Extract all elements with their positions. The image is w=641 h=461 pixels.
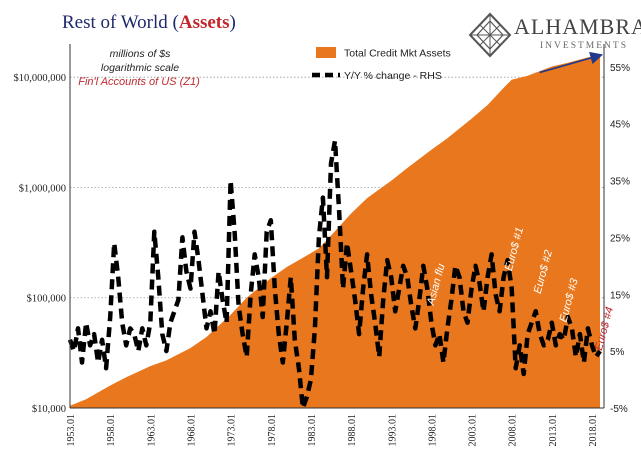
logo-subtitle: INVESTMENTS — [540, 41, 628, 51]
source-note: Fin'l Accounts of US (Z1) — [78, 76, 200, 88]
trend-arrow — [539, 51, 604, 74]
diamond-lattice-icon — [468, 12, 512, 58]
y-right-tick-label: 5% — [610, 347, 625, 358]
legend-label-area: Total Credit Mkt Assets — [344, 48, 451, 60]
x-tick-label: 1958.01 — [106, 414, 117, 447]
x-tick-label: 2018.01 — [588, 414, 599, 447]
units-note: millions of $s logarithmic scale — [86, 47, 194, 75]
y-right-tick-label: 25% — [610, 233, 630, 244]
chart-title-accent: Assets — [178, 12, 230, 33]
chart-title-suffix: ) — [229, 12, 236, 33]
legend-swatch-area — [316, 47, 336, 58]
x-tick-label: 1978.01 — [267, 414, 278, 447]
y-right-tick-label: -5% — [610, 404, 628, 415]
units-line-2: logarithmic scale — [100, 62, 180, 74]
x-tick-label: 1993.01 — [387, 414, 398, 447]
y-right-tick-label: 35% — [610, 177, 630, 188]
y-left-tick-label: $100,000 — [27, 294, 66, 305]
x-tick-label: 2003.01 — [468, 414, 479, 447]
x-tick-label: 1963.01 — [146, 414, 157, 447]
x-tick-label: 2013.01 — [548, 414, 559, 447]
x-tick-label: 1953.01 — [66, 414, 77, 447]
chart-title: Rest of World (Assets) — [62, 12, 236, 34]
chart-title-prefix: Rest of World ( — [62, 12, 179, 33]
logo-name: ALHAMBRA — [514, 14, 641, 39]
y-left-tick-label: $10,000,000 — [14, 73, 67, 84]
y-left-tick-label: $1,000,000 — [19, 183, 66, 194]
y-right-tick-label: 15% — [610, 290, 630, 301]
x-tick-label: 1998.01 — [427, 414, 438, 447]
x-tick-label: 2008.01 — [508, 414, 519, 447]
x-tick-label: 1968.01 — [187, 414, 198, 447]
y-right-tick-label: 45% — [610, 120, 630, 131]
x-tick-label: 1983.01 — [307, 414, 318, 447]
legend-label-line: Y/Y % change - RHS — [344, 70, 442, 82]
x-tick-label: 1988.01 — [347, 414, 358, 447]
alhambra-logo: ALHAMBRA INVESTMENTS — [468, 12, 641, 58]
line-yy-change — [67, 138, 602, 411]
x-tick-label: 1973.01 — [227, 414, 238, 447]
y-right-tick-label: 55% — [610, 63, 630, 74]
units-line-1: millions of $s — [109, 48, 171, 60]
y-left-tick-label: $10,000 — [32, 404, 66, 415]
